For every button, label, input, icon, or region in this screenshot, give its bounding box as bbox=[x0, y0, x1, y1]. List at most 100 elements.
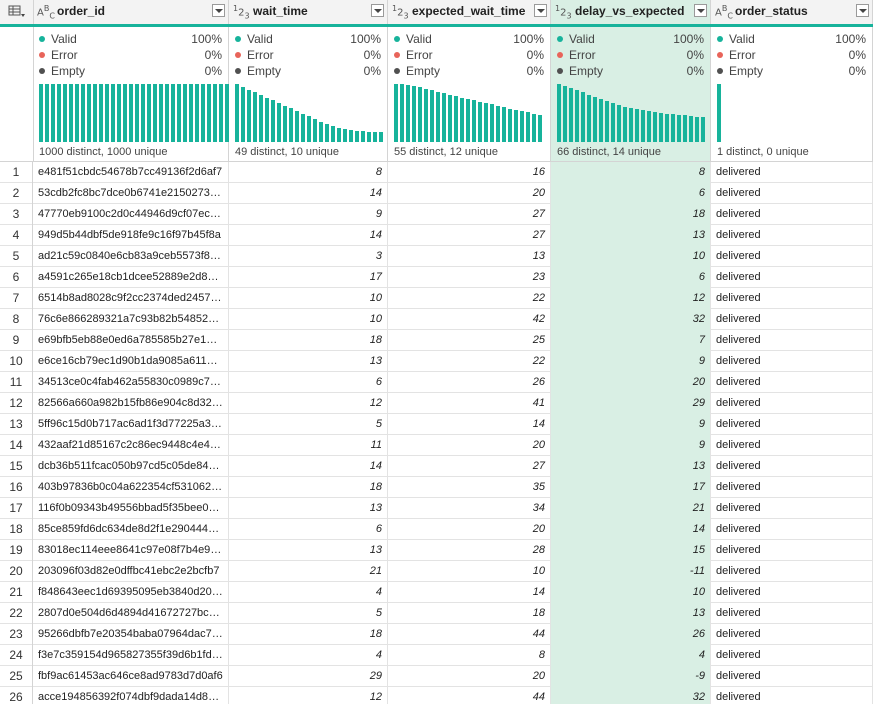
histogram-bar[interactable] bbox=[235, 84, 239, 142]
row-number[interactable]: 22 bbox=[0, 603, 33, 624]
histogram-bar[interactable] bbox=[153, 84, 157, 142]
cell-order_status[interactable]: delivered bbox=[711, 288, 873, 309]
histogram-bar[interactable] bbox=[683, 115, 687, 142]
cell-wait_time[interactable]: 6 bbox=[229, 519, 388, 540]
value-distribution-histogram[interactable] bbox=[557, 84, 707, 142]
row-number[interactable]: 5 bbox=[0, 246, 33, 267]
cell-delay_vs_expected[interactable]: 20 bbox=[551, 372, 711, 393]
histogram-bar[interactable] bbox=[241, 87, 245, 142]
histogram-bar[interactable] bbox=[400, 84, 404, 142]
histogram-bar[interactable] bbox=[611, 103, 615, 142]
histogram-bar[interactable] bbox=[289, 108, 293, 142]
histogram-bar[interactable] bbox=[343, 129, 347, 142]
cell-delay_vs_expected[interactable]: 13 bbox=[551, 225, 711, 246]
histogram-bar[interactable] bbox=[373, 132, 377, 142]
cell-order_status[interactable]: delivered bbox=[711, 477, 873, 498]
histogram-bar[interactable] bbox=[442, 93, 446, 142]
histogram-bar[interactable] bbox=[617, 105, 621, 142]
histogram-bar[interactable] bbox=[171, 84, 175, 142]
histogram-bar[interactable] bbox=[508, 109, 512, 142]
cell-expected_wait_time[interactable]: 27 bbox=[388, 225, 551, 246]
cell-wait_time[interactable]: 17 bbox=[229, 267, 388, 288]
cell-order_id[interactable]: ad21c59c0840e6cb83a9ceb5573f8159 bbox=[33, 246, 229, 267]
histogram-bar[interactable] bbox=[253, 92, 257, 142]
cell-expected_wait_time[interactable]: 25 bbox=[388, 330, 551, 351]
cell-expected_wait_time[interactable]: 14 bbox=[388, 582, 551, 603]
cell-expected_wait_time[interactable]: 16 bbox=[388, 162, 551, 183]
row-number[interactable]: 13 bbox=[0, 414, 33, 435]
cell-order_id[interactable]: e481f51cbdc54678b7cc49136f2d6af7 bbox=[33, 162, 229, 183]
histogram-bar[interactable] bbox=[520, 111, 524, 142]
histogram-bar[interactable] bbox=[141, 84, 145, 142]
row-number[interactable]: 23 bbox=[0, 624, 33, 645]
histogram-bar[interactable] bbox=[367, 132, 371, 142]
cell-delay_vs_expected[interactable]: 7 bbox=[551, 330, 711, 351]
histogram-bar[interactable] bbox=[313, 119, 317, 142]
number-type-icon[interactable]: 123 bbox=[233, 4, 250, 21]
histogram-bar[interactable] bbox=[51, 84, 55, 142]
column-header-order_id[interactable]: ABC order_id bbox=[33, 0, 229, 24]
number-type-icon[interactable]: 123 bbox=[555, 4, 572, 21]
cell-expected_wait_time[interactable]: 26 bbox=[388, 372, 551, 393]
filter-dropdown-icon[interactable] bbox=[371, 4, 384, 17]
row-number[interactable]: 3 bbox=[0, 204, 33, 225]
cell-order_id[interactable]: acce194856392f074dbf9dada14d8d82 bbox=[33, 687, 229, 704]
cell-delay_vs_expected[interactable]: 15 bbox=[551, 540, 711, 561]
histogram-bar[interactable] bbox=[81, 84, 85, 142]
histogram-bar[interactable] bbox=[87, 84, 91, 142]
histogram-bar[interactable] bbox=[448, 95, 452, 142]
cell-expected_wait_time[interactable]: 44 bbox=[388, 687, 551, 704]
cell-delay_vs_expected[interactable]: 6 bbox=[551, 267, 711, 288]
value-distribution-histogram[interactable] bbox=[235, 84, 385, 142]
column-header-order_status[interactable]: ABC order_status bbox=[711, 0, 873, 24]
histogram-bar[interactable] bbox=[201, 84, 205, 142]
histogram-bar[interactable] bbox=[183, 84, 187, 142]
histogram-bar[interactable] bbox=[63, 84, 67, 142]
histogram-bar[interactable] bbox=[575, 90, 579, 142]
cell-wait_time[interactable]: 21 bbox=[229, 561, 388, 582]
row-number[interactable]: 1 bbox=[0, 162, 33, 183]
histogram-bar[interactable] bbox=[379, 132, 383, 142]
cell-order_id[interactable]: 949d5b44dbf5de918fe9c16f97b45f8a bbox=[33, 225, 229, 246]
cell-wait_time[interactable]: 18 bbox=[229, 330, 388, 351]
histogram-bar[interactable] bbox=[69, 84, 73, 142]
histogram-bar[interactable] bbox=[659, 113, 663, 142]
cell-order_status[interactable]: delivered bbox=[711, 519, 873, 540]
histogram-bar[interactable] bbox=[623, 107, 627, 142]
cell-order_id[interactable]: 116f0b09343b49556bbad5f35bee0cdf bbox=[33, 498, 229, 519]
cell-order_status[interactable]: delivered bbox=[711, 225, 873, 246]
cell-delay_vs_expected[interactable]: -11 bbox=[551, 561, 711, 582]
histogram-bar[interactable] bbox=[430, 90, 434, 142]
cell-order_id[interactable]: fbf9ac61453ac646ce8ad9783d7d0af6 bbox=[33, 666, 229, 687]
histogram-bar[interactable] bbox=[538, 115, 542, 142]
histogram-bar[interactable] bbox=[502, 107, 506, 142]
histogram-bar[interactable] bbox=[478, 102, 482, 142]
histogram-bar[interactable] bbox=[490, 104, 494, 142]
histogram-bar[interactable] bbox=[605, 101, 609, 142]
histogram-bar[interactable] bbox=[557, 84, 561, 142]
cell-wait_time[interactable]: 8 bbox=[229, 162, 388, 183]
cell-order_id[interactable]: 203096f03d82e0dffbc41ebc2e2bcfb7 bbox=[33, 561, 229, 582]
row-number[interactable]: 26 bbox=[0, 687, 33, 704]
cell-expected_wait_time[interactable]: 42 bbox=[388, 309, 551, 330]
row-number[interactable]: 25 bbox=[0, 666, 33, 687]
value-distribution-histogram[interactable] bbox=[394, 84, 544, 142]
cell-expected_wait_time[interactable]: 20 bbox=[388, 666, 551, 687]
histogram-bar[interactable] bbox=[283, 106, 287, 142]
cell-expected_wait_time[interactable]: 44 bbox=[388, 624, 551, 645]
row-number[interactable]: 17 bbox=[0, 498, 33, 519]
cell-order_status[interactable]: delivered bbox=[711, 561, 873, 582]
cell-wait_time[interactable]: 5 bbox=[229, 414, 388, 435]
cell-delay_vs_expected[interactable]: 13 bbox=[551, 603, 711, 624]
row-number[interactable]: 16 bbox=[0, 477, 33, 498]
cell-order_id[interactable]: 76c6e866289321a7c93b82b54852dc33 bbox=[33, 309, 229, 330]
histogram-bar[interactable] bbox=[129, 84, 133, 142]
histogram-bar[interactable] bbox=[105, 84, 109, 142]
histogram-bar[interactable] bbox=[225, 84, 229, 142]
histogram-bar[interactable] bbox=[394, 84, 398, 142]
histogram-bar[interactable] bbox=[635, 109, 639, 142]
histogram-bar[interactable] bbox=[629, 108, 633, 142]
cell-delay_vs_expected[interactable]: 29 bbox=[551, 393, 711, 414]
cell-expected_wait_time[interactable]: 35 bbox=[388, 477, 551, 498]
cell-order_status[interactable]: delivered bbox=[711, 309, 873, 330]
